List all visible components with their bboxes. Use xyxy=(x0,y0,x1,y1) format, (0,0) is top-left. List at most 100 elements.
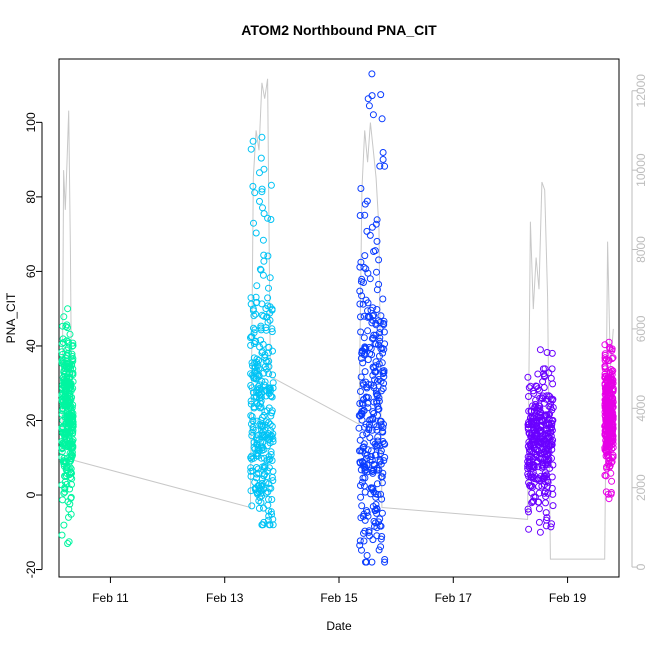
data-point-segment-2 xyxy=(249,307,257,315)
data-point-segment-2 xyxy=(266,316,274,324)
data-point-segment-4 xyxy=(541,411,549,419)
data-point-segment-4 xyxy=(524,505,532,513)
data-point-segment-3 xyxy=(369,536,377,544)
data-point-segment-2 xyxy=(264,214,272,222)
data-point-segment-3 xyxy=(369,414,377,422)
data-point-segment-2 xyxy=(265,349,272,357)
data-point-segment-3 xyxy=(356,212,364,219)
data-point-segment-3 xyxy=(377,535,385,543)
data-point-segment-5 xyxy=(605,437,613,445)
data-point-segment-1 xyxy=(59,322,67,330)
data-point-segment-3 xyxy=(380,457,388,465)
data-point-segment-3 xyxy=(373,268,380,276)
data-point-segment-5 xyxy=(604,490,612,498)
data-point-segment-4 xyxy=(534,385,542,393)
data-point-segment-2 xyxy=(250,404,258,412)
data-point-segment-3 xyxy=(368,558,376,566)
data-point-segment-3 xyxy=(375,280,383,288)
data-point-segment-4 xyxy=(530,497,537,505)
data-point-segment-2 xyxy=(250,324,257,332)
data-point-segment-1 xyxy=(60,367,68,375)
y-axis-title: PNA_CIT xyxy=(4,292,18,343)
data-point-segment-3 xyxy=(359,447,367,455)
data-point-segment-5 xyxy=(608,401,616,409)
data-point-segment-3 xyxy=(358,546,365,554)
data-point-segment-2 xyxy=(247,454,255,462)
data-point-segment-1 xyxy=(66,500,74,508)
y-tick-label: 100 xyxy=(24,112,38,132)
data-point-segment-3 xyxy=(357,185,365,192)
data-point-segment-3 xyxy=(361,423,368,431)
data-point-segment-2 xyxy=(247,334,254,342)
data-point-segment-2 xyxy=(257,489,265,497)
data-point-segment-4 xyxy=(542,509,550,517)
data-point-segment-4 xyxy=(525,393,532,400)
data-point-segment-1 xyxy=(65,513,72,521)
data-point-segment-3 xyxy=(361,252,369,260)
data-point-segment-2 xyxy=(247,333,255,341)
data-point-segment-3 xyxy=(374,402,382,410)
data-point-segment-2 xyxy=(250,374,258,382)
data-point-segment-3 xyxy=(377,447,385,455)
data-point-segment-1 xyxy=(68,352,76,360)
data-point-segment-3 xyxy=(368,456,376,464)
data-point-segment-2 xyxy=(258,133,266,141)
data-point-segment-1 xyxy=(59,398,67,406)
data-point-segment-2 xyxy=(250,443,258,451)
data-point-segment-4 xyxy=(539,463,547,470)
data-point-segment-3 xyxy=(364,512,372,520)
data-point-segment-3 xyxy=(368,447,375,455)
y2-tick-label: 6000 xyxy=(634,315,648,342)
data-point-segment-1 xyxy=(59,444,66,452)
data-point-segment-2 xyxy=(253,464,260,471)
data-point-segment-2 xyxy=(259,236,267,244)
data-point-segment-4 xyxy=(527,433,535,441)
data-point-segment-4 xyxy=(534,425,542,433)
data-point-segment-3 xyxy=(376,325,384,333)
data-point-segment-5 xyxy=(601,351,609,359)
data-point-segment-4 xyxy=(536,346,544,354)
x-tick-label: Feb 19 xyxy=(549,591,587,605)
data-point-segment-3 xyxy=(373,399,381,407)
data-point-segment-2 xyxy=(260,504,267,512)
data-point-segment-3 xyxy=(362,393,370,401)
data-point-segment-5 xyxy=(602,377,610,385)
data-point-segment-2 xyxy=(256,493,264,501)
data-point-segment-3 xyxy=(372,340,380,348)
data-point-segment-4 xyxy=(526,462,534,470)
data-point-segment-1 xyxy=(65,538,73,546)
data-point-segment-4 xyxy=(548,454,555,462)
data-point-segment-4 xyxy=(547,374,555,382)
data-point-segment-4 xyxy=(530,493,538,501)
y2-tick-label: 4000 xyxy=(634,395,648,422)
data-point-segment-4 xyxy=(531,472,539,480)
data-point-segment-3 xyxy=(360,263,368,271)
data-point-segment-3 xyxy=(374,391,381,399)
x-tick-label: Feb 15 xyxy=(320,591,358,605)
data-point-segment-3 xyxy=(360,440,368,448)
secondary-series xyxy=(61,78,614,560)
y-tick-label: 40 xyxy=(24,339,38,353)
data-point-segment-3 xyxy=(361,368,369,376)
data-point-segment-4 xyxy=(535,454,543,462)
data-point-segment-5 xyxy=(601,362,609,370)
data-point-segment-4 xyxy=(530,389,538,397)
data-point-segment-3 xyxy=(369,312,377,320)
data-point-segment-4 xyxy=(532,475,540,483)
data-point-segment-2 xyxy=(247,341,255,349)
data-point-segment-2 xyxy=(266,521,274,529)
data-point-segment-4 xyxy=(540,445,548,453)
data-point-segment-3 xyxy=(366,420,374,428)
data-point-segment-3 xyxy=(356,458,364,466)
data-point-segment-5 xyxy=(608,368,616,376)
data-point-segment-3 xyxy=(356,541,364,549)
data-point-segment-4 xyxy=(547,523,555,531)
data-point-segment-3 xyxy=(371,376,379,384)
data-point-segment-3 xyxy=(357,514,365,522)
data-point-segment-3 xyxy=(368,223,376,231)
data-point-segment-3 xyxy=(376,329,384,337)
x-tick-label: Feb 13 xyxy=(206,591,244,605)
data-point-segment-4 xyxy=(543,514,551,522)
x-tick-label: Feb 17 xyxy=(435,591,473,605)
data-point-segment-3 xyxy=(375,376,383,383)
